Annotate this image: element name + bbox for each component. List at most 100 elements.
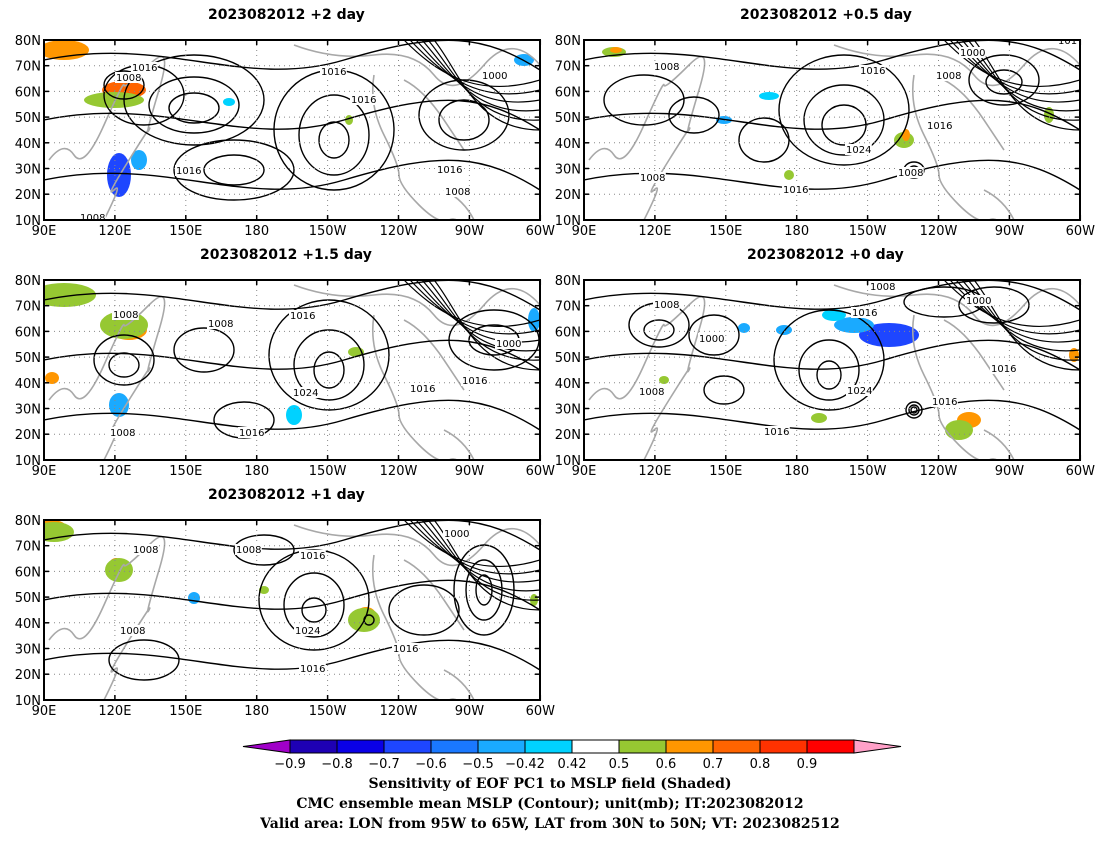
isobar-label: 1016	[462, 376, 487, 387]
isobar-label: 1016	[437, 165, 462, 176]
coastline	[588, 284, 1080, 460]
isobar-contour	[603, 74, 685, 126]
longitude-tick-label: 150E	[169, 224, 202, 239]
latitude-tick-label: 10N	[15, 214, 41, 229]
isobar-label: 1016	[852, 308, 877, 319]
caption-line-2: CMC ensemble mean MSLP (Contour); unit(m…	[296, 796, 804, 812]
sensitivity-shading	[105, 558, 133, 582]
latitude-tick-label: 70N	[555, 300, 581, 315]
isobar-contour	[268, 299, 390, 411]
colorbar-swatch	[712, 739, 761, 754]
isobar-contour	[44, 520, 540, 551]
latitude-tick-label: 30N	[555, 163, 581, 178]
sensitivity-shading	[811, 413, 827, 423]
coastline	[48, 524, 540, 700]
colorbar-swatch	[383, 739, 432, 754]
longitude-tick-label: 60W	[1066, 464, 1096, 479]
latitude-tick-label: 60N	[15, 565, 41, 580]
colorbar-swatch	[289, 739, 338, 754]
longitude-tick-label: 120E	[98, 464, 131, 479]
isobar-label: 1016	[290, 311, 315, 322]
latitude-tick-label: 40N	[15, 617, 41, 632]
panel-title-plus2: 2023082012 +2 day	[208, 7, 365, 23]
isobar-contour	[318, 121, 350, 159]
isobar-contour	[438, 99, 490, 141]
longitude-tick-label: 90E	[32, 704, 57, 719]
sensitivity-shading	[109, 393, 129, 417]
longitude-tick-label: 60W	[526, 464, 556, 479]
isobar-contour	[433, 40, 540, 131]
panel-title-plus0-5: 2023082012 +0.5 day	[740, 7, 912, 23]
colorbar-swatch	[524, 739, 573, 754]
isobar-contour	[168, 92, 220, 124]
longitude-tick-label: 120W	[920, 224, 958, 239]
longitude-tick-label: 120W	[380, 704, 418, 719]
colorbar-label: 0.7	[703, 757, 724, 772]
sensitivity-shading	[44, 283, 96, 307]
sensitivity-shading	[223, 98, 235, 106]
isobar-contour	[108, 639, 180, 681]
isobar-contour	[418, 79, 510, 151]
map-panel-plus1-5: 1008 1008 1016 1000 1024 1016 1016 1008 1016 80N 7…	[15, 274, 555, 479]
isobar-contour	[44, 639, 540, 671]
longitude-tick-label: 180	[244, 464, 269, 479]
isobar-contour	[93, 334, 155, 386]
colorbar-swatch	[242, 739, 291, 754]
isobar-label: 1008	[110, 428, 135, 439]
latitude-tick-label: 40N	[15, 137, 41, 152]
isobar-label: 1008	[654, 62, 679, 73]
sensitivity-shading	[945, 420, 973, 440]
caption-line-1: Sensitivity of EOF PC1 to MSLP field (Sh…	[368, 776, 732, 792]
map-panel-plus0-5: 1000 101 1008 1016 1008 1016 1024 1008 1008 1016 8…	[555, 34, 1095, 239]
colorbar-label: 0.9	[797, 757, 818, 772]
isobar-contour	[203, 154, 265, 186]
latitude-tick-label: 50N	[555, 351, 581, 366]
isobar-label: 1008	[116, 73, 141, 84]
latitude-tick-label: 70N	[15, 300, 41, 315]
longitude-tick-label: 120E	[98, 224, 131, 239]
colorbar-label: 0.8	[750, 757, 771, 772]
latitude-tick-label: 60N	[555, 325, 581, 340]
map-frame	[583, 279, 1081, 461]
sensitivity-shading	[822, 309, 846, 321]
isobar-label: 1016	[300, 551, 325, 562]
longitude-tick-label: 120W	[380, 224, 418, 239]
latitude-tick-label: 80N	[15, 514, 41, 529]
map-panel-plus0: 1008 1008 1000 1016 1000 1008 1024 1016 1016 1016…	[555, 274, 1095, 479]
isobar-contour	[173, 327, 235, 373]
isobar-label: 1016	[783, 185, 808, 196]
isobar-label: 1024	[295, 626, 320, 637]
isobar-label: 1016	[351, 95, 376, 106]
isobar-contour	[293, 329, 365, 401]
isobar-label: 1000	[444, 529, 469, 540]
isobar-label: 1016	[132, 63, 157, 74]
isobar-label: 1008	[133, 545, 158, 556]
isobar-label: 1008	[445, 187, 470, 198]
isobar-label: 1016	[991, 364, 1016, 375]
latitude-tick-label: 60N	[15, 85, 41, 100]
latitude-tick-label: 40N	[555, 137, 581, 152]
isobar-label: 1016	[860, 66, 885, 77]
colorbar-label: 0.5	[609, 757, 630, 772]
colorbar-swatch	[618, 739, 667, 754]
colorbar-swatch	[759, 739, 808, 754]
latitude-tick-label: 50N	[555, 111, 581, 126]
isobar-label: 1024	[293, 388, 318, 399]
isobar-label: 1016	[321, 67, 346, 78]
isobar-label: 1008	[640, 173, 665, 184]
longitude-tick-label: 150E	[169, 464, 202, 479]
isobar-label: 1008	[936, 71, 961, 82]
isobar-label: 1000	[482, 71, 507, 82]
latitude-tick-label: 50N	[15, 351, 41, 366]
isobar-label: 1016	[932, 397, 957, 408]
isobar-label: 1008	[236, 545, 261, 556]
sensitivity-shading	[286, 405, 302, 425]
sensitivity-shading	[528, 308, 540, 332]
isobar-contour	[584, 159, 1080, 191]
isobar-contour	[103, 70, 145, 100]
latitude-tick-label: 30N	[15, 163, 41, 178]
sensitivity-shading	[610, 47, 622, 53]
longitude-tick-label: 90W	[455, 464, 485, 479]
isobar-label: 1008	[120, 626, 145, 637]
